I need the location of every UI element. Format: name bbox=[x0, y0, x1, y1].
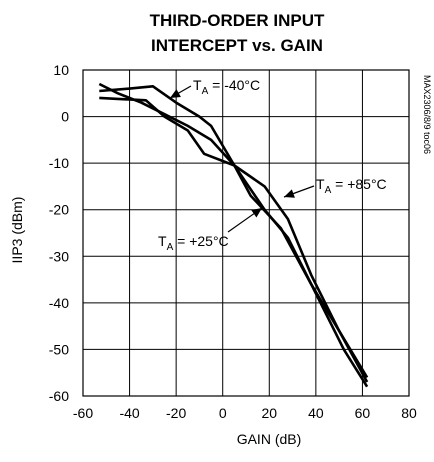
annotation-value: = -40°C bbox=[208, 77, 260, 93]
annotation-1: TA = +85°C bbox=[316, 176, 387, 196]
plot-frame bbox=[82, 69, 410, 397]
annotation-subscript: A bbox=[202, 86, 209, 97]
annotation-symbol: T bbox=[193, 77, 202, 93]
y-tick-label: -40 bbox=[49, 295, 69, 311]
y-tick-label: -20 bbox=[49, 202, 69, 218]
y-tick-label: -10 bbox=[49, 155, 69, 171]
annotation-symbol: T bbox=[158, 233, 167, 249]
x-tick-label: -60 bbox=[73, 405, 93, 421]
x-tick-label: 40 bbox=[308, 405, 324, 421]
series-layer bbox=[98, 82, 369, 388]
annotation-symbol: T bbox=[316, 176, 325, 192]
annotations: TA = -40°CTA = +85°CTA = +25°C bbox=[158, 77, 387, 253]
x-tick-label: -20 bbox=[166, 405, 186, 421]
x-tick-label: 60 bbox=[355, 405, 371, 421]
annotation-0: TA = -40°C bbox=[193, 77, 260, 97]
y-tick-label: -50 bbox=[49, 341, 69, 357]
y-axis-label: IIP3 (dBm) bbox=[9, 197, 25, 264]
chart-title-line-1: THIRD-ORDER INPUT bbox=[150, 11, 325, 30]
series-line-2 bbox=[98, 82, 369, 388]
y-tick-label: 0 bbox=[61, 109, 69, 125]
annotation-subscript: A bbox=[167, 242, 174, 253]
series-line-1 bbox=[99, 85, 369, 379]
arrowhead-0 bbox=[170, 89, 181, 98]
x-axis-label: GAIN (dB) bbox=[237, 431, 302, 447]
annotation-2: TA = +25°C bbox=[158, 233, 229, 253]
y-tick-label: -30 bbox=[49, 248, 69, 264]
y-tick-label: 10 bbox=[53, 62, 69, 78]
arrowhead-1 bbox=[284, 189, 295, 198]
x-tick-label: 0 bbox=[219, 405, 227, 421]
arrowhead-2 bbox=[251, 208, 262, 218]
annotation-subscript: A bbox=[325, 185, 332, 196]
x-tick-label: -40 bbox=[119, 405, 139, 421]
x-tick-label: 20 bbox=[261, 405, 277, 421]
chart-title-line-2: INTERCEPT vs. GAIN bbox=[151, 36, 323, 55]
annotation-value: = +85°C bbox=[331, 176, 386, 192]
series-line-0 bbox=[99, 96, 369, 383]
y-tick-label: -60 bbox=[49, 388, 69, 404]
grid bbox=[82, 69, 410, 397]
x-tick-label: 80 bbox=[401, 405, 417, 421]
reference-code: MAX2306/8/9 toc06 bbox=[422, 75, 432, 154]
annotation-value: = +25°C bbox=[173, 233, 228, 249]
